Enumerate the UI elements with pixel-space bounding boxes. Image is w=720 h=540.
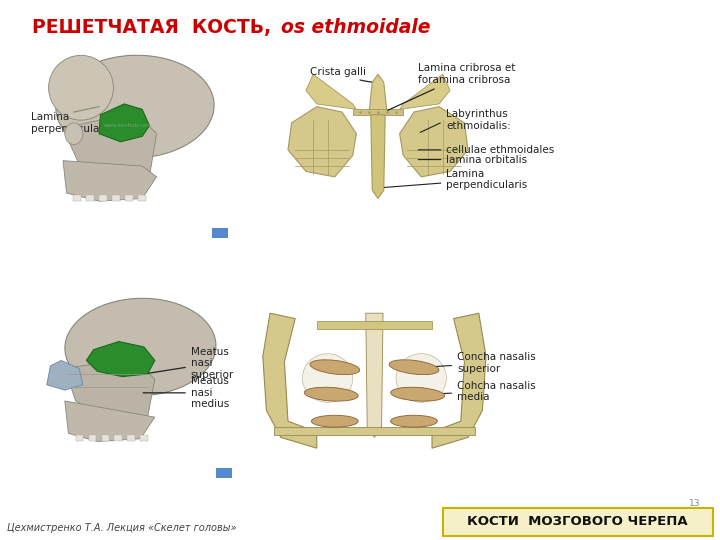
Text: Lamina
perpendicularis: Lamina perpendicularis [30,112,122,133]
Text: Crista galli: Crista galli [310,66,372,82]
Text: Cohcha nasalis
media: Cohcha nasalis media [426,381,536,402]
Bar [317,321,432,329]
Text: Meatus
nasi
medius: Meatus nasi medius [143,376,229,409]
Text: www.kenhub.com: www.kenhub.com [104,123,152,128]
Polygon shape [288,106,356,177]
Text: РЕШЕТЧАТАЯ  КОСТЬ,: РЕШЕТЧАТАЯ КОСТЬ, [32,18,277,37]
Text: Lamina
perpendicularis: Lamina perpendicularis [384,168,528,191]
Ellipse shape [312,415,359,427]
Polygon shape [432,313,486,448]
Polygon shape [400,74,450,109]
Ellipse shape [391,387,444,401]
Polygon shape [63,160,157,201]
Ellipse shape [310,360,360,375]
Polygon shape [371,114,385,198]
Ellipse shape [65,123,83,144]
Bar [89,435,96,442]
Ellipse shape [305,387,358,401]
Bar [102,435,109,442]
Ellipse shape [391,415,438,427]
Text: Lamina cribrosa et
foramina cribrosa: Lamina cribrosa et foramina cribrosa [388,63,515,110]
Polygon shape [47,361,83,390]
Text: 13: 13 [689,499,701,508]
Bar [114,435,122,442]
Bar [138,194,145,201]
Text: Цехмистренко Т.А. Лекция «Скелет головы»: Цехмистренко Т.А. Лекция «Скелет головы» [7,523,237,533]
Bar [73,194,81,201]
Bar [127,435,135,442]
Polygon shape [263,313,317,448]
Polygon shape [63,112,157,182]
Ellipse shape [389,360,439,375]
Bar [212,228,228,238]
Ellipse shape [56,55,214,158]
Bar [125,194,133,201]
Text: Meatus
nasi
superior: Meatus nasi superior [147,347,234,380]
Bar [274,427,475,435]
Polygon shape [306,74,356,109]
Text: Concha nasalis
superior: Concha nasalis superior [426,352,536,374]
Text: КОСТИ  МОЗГОВОГО ЧЕРЕПА: КОСТИ МОЗГОВОГО ЧЕРЕПА [467,515,688,528]
Polygon shape [65,358,155,422]
Text: cellulae ethmoidales: cellulae ethmoidales [418,145,554,155]
Text: lamina orbitalis: lamina orbitalis [418,154,528,165]
Bar [140,435,148,442]
Ellipse shape [302,354,353,402]
Polygon shape [366,313,383,437]
Bar [99,194,107,201]
Text: os ethmoidale: os ethmoidale [281,18,431,37]
Bar [76,435,83,442]
Ellipse shape [48,56,113,120]
Polygon shape [65,401,155,442]
Polygon shape [353,109,403,114]
Polygon shape [369,74,387,114]
Text: Labyrinthus
ethmoidalis:: Labyrinthus ethmoidalis: [446,109,511,131]
Polygon shape [99,104,150,141]
Ellipse shape [396,354,446,402]
Polygon shape [400,106,468,177]
Polygon shape [86,342,155,377]
Bar [86,194,94,201]
Bar [216,468,232,478]
Ellipse shape [65,298,216,396]
FancyBboxPatch shape [443,508,713,536]
Bar [112,194,120,201]
